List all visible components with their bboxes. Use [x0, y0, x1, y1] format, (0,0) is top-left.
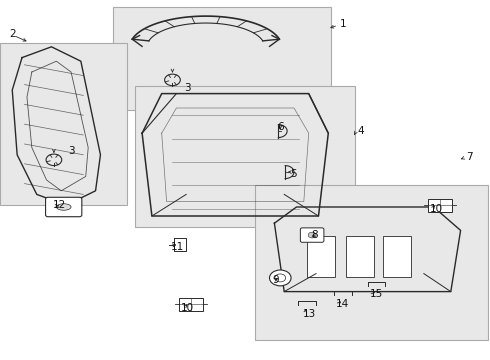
Text: 3: 3	[69, 146, 75, 156]
Text: 11: 11	[171, 242, 184, 252]
Text: 15: 15	[370, 289, 383, 300]
Text: 5: 5	[290, 168, 297, 179]
Bar	[135, 86, 355, 227]
FancyBboxPatch shape	[46, 197, 82, 217]
Ellipse shape	[56, 204, 71, 210]
Text: 7: 7	[466, 152, 473, 162]
Bar	[428, 199, 452, 211]
Bar	[255, 185, 488, 340]
Text: 13: 13	[303, 309, 316, 319]
FancyBboxPatch shape	[300, 228, 324, 242]
Text: 14: 14	[336, 299, 349, 309]
Text: 6: 6	[277, 122, 284, 132]
Text: 12: 12	[53, 200, 66, 210]
Text: 1: 1	[340, 19, 347, 30]
Text: 3: 3	[184, 83, 191, 93]
Text: 2: 2	[9, 29, 16, 39]
Circle shape	[270, 270, 291, 286]
Bar	[179, 298, 203, 310]
Bar	[383, 236, 411, 277]
Circle shape	[308, 232, 316, 238]
Bar	[346, 236, 374, 277]
Bar	[0, 43, 127, 205]
Text: 10: 10	[430, 204, 443, 214]
Bar	[113, 7, 331, 110]
Bar	[307, 236, 335, 277]
Text: 9: 9	[272, 275, 279, 285]
Circle shape	[275, 274, 286, 282]
Text: 4: 4	[358, 126, 365, 136]
Text: 8: 8	[311, 230, 318, 240]
Text: 10: 10	[181, 303, 195, 313]
